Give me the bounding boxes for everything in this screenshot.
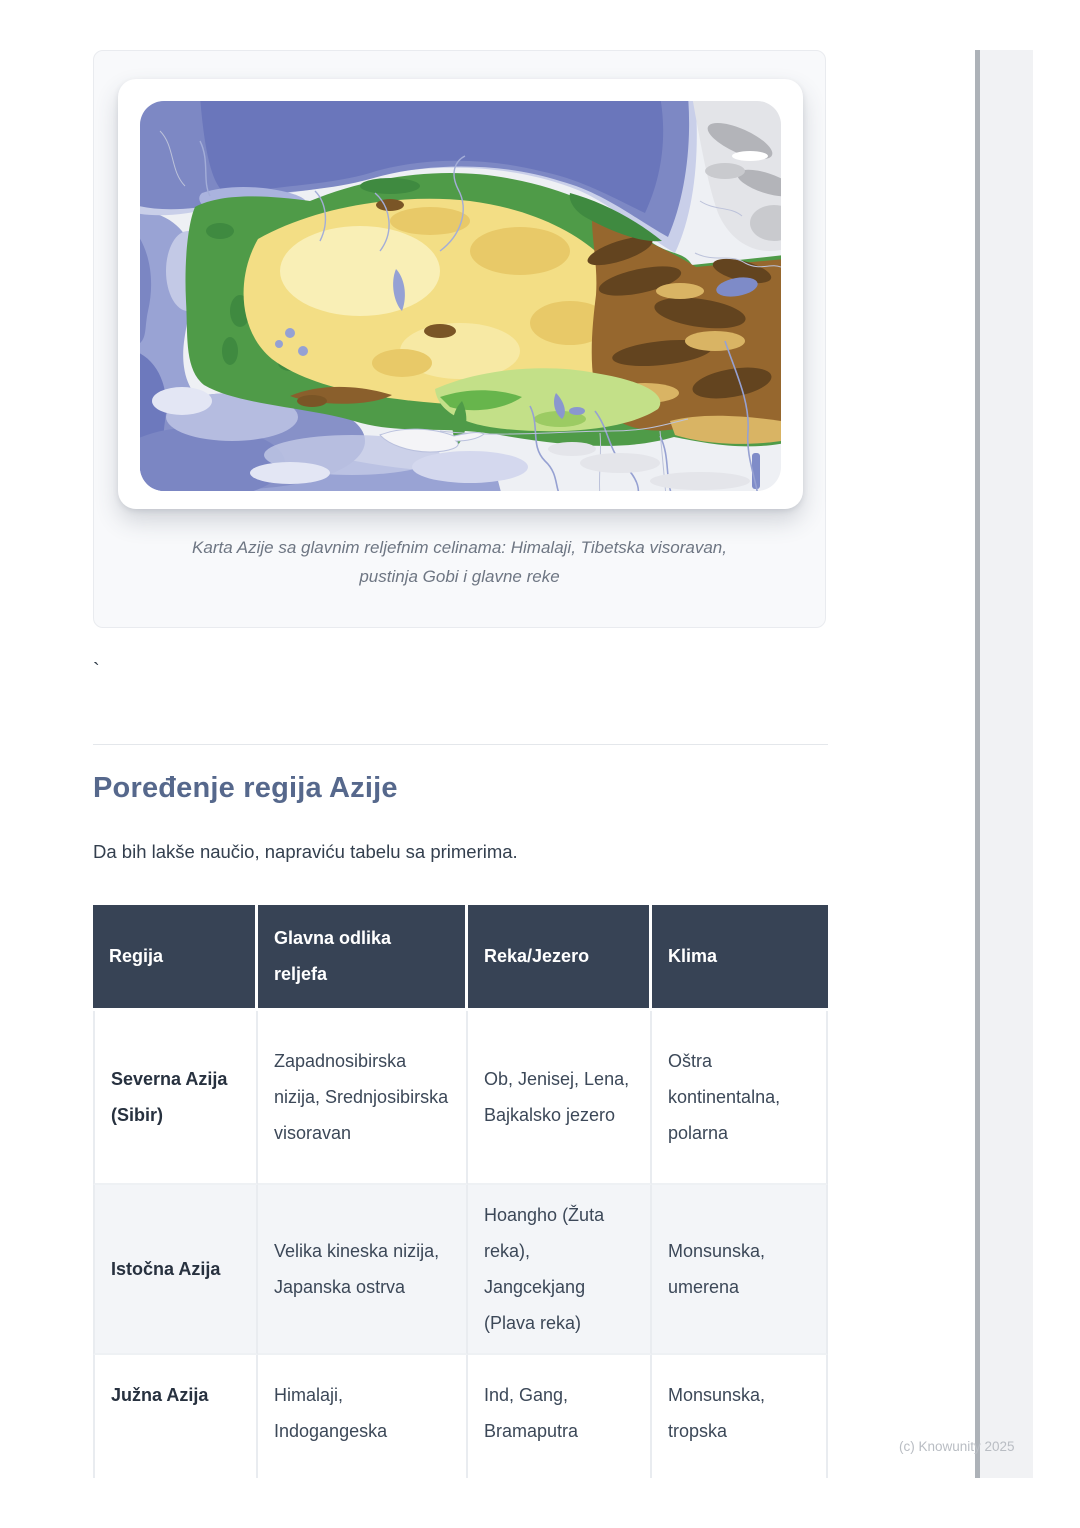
page-edge-strip [975,50,1033,1478]
header-cell-reljef: Glavna odlika reljefa [258,905,468,1011]
table-row-istocna-azija: Istočna Azija Velika kineska nizija, Jap… [93,1185,828,1355]
cell-regija: Severna Azija (Sibir) [93,1011,258,1185]
stray-backtick-text: ` [93,660,100,682]
table-row-juzna-azija: Južna Azija Himalaji, Indogangeska Ind, … [93,1355,828,1478]
cell-reka: Ob, Jenisej, Lena, Bajkalsko jezero [468,1011,652,1185]
map-frame [118,79,803,509]
cell-reljef: Velika kineska nizija, Japanska ostrva [258,1185,468,1355]
cell-klima: Monsunska, umerena [652,1185,828,1355]
cell-regija: Južna Azija [93,1355,258,1478]
cell-reka: Hoangho (Žuta reka), Jangcekjang (Plava … [468,1185,652,1355]
header-cell-klima: Klima [652,905,828,1011]
cell-reka: Ind, Gang, Bramaputra [468,1355,652,1478]
section-heading: Poređenje regija Azije [93,772,398,804]
cell-reljef: Himalaji, Indogangeska [258,1355,468,1478]
section-divider [93,744,828,745]
intro-paragraph: Da bih lakše naučio, napraviću tabelu sa… [93,841,518,862]
cell-regija: Istočna Azija [93,1185,258,1355]
map-caption-line2: pustinja Gobi i glavne reke [359,567,560,587]
comparison-table: Regija Glavna odlika reljefa Reka/Jezero… [93,905,828,1478]
header-cell-regija: Regija [93,905,258,1011]
comparison-table-container: Regija Glavna odlika reljefa Reka/Jezero… [93,905,828,1478]
map-caption-line1: Karta Azije sa glavnim reljefnim celinam… [192,538,727,557]
cell-klima: Oštra kontinentalna, polarna [652,1011,828,1185]
cell-reljef: Zapadnosibirska nizija, Srednjosibirska … [258,1011,468,1185]
map-caption: Karta Azije sa glavnim reljefnim celinam… [138,533,781,591]
header-cell-reka-jezero: Reka/Jezero [468,905,652,1011]
cell-klima: Monsunska, tropska [652,1355,828,1478]
table-header-row: Regija Glavna odlika reljefa Reka/Jezero… [93,905,828,1011]
copyright-text: (c) Knowunity 2025 [899,1439,1015,1454]
table-row-severna-azija: Severna Azija (Sibir) Zapadnosibirska ni… [93,1011,828,1185]
asia-relief-map [140,101,781,491]
map-card: Karta Azije sa glavnim reljefnim celinam… [93,50,826,628]
map-image-wrap [140,101,781,491]
